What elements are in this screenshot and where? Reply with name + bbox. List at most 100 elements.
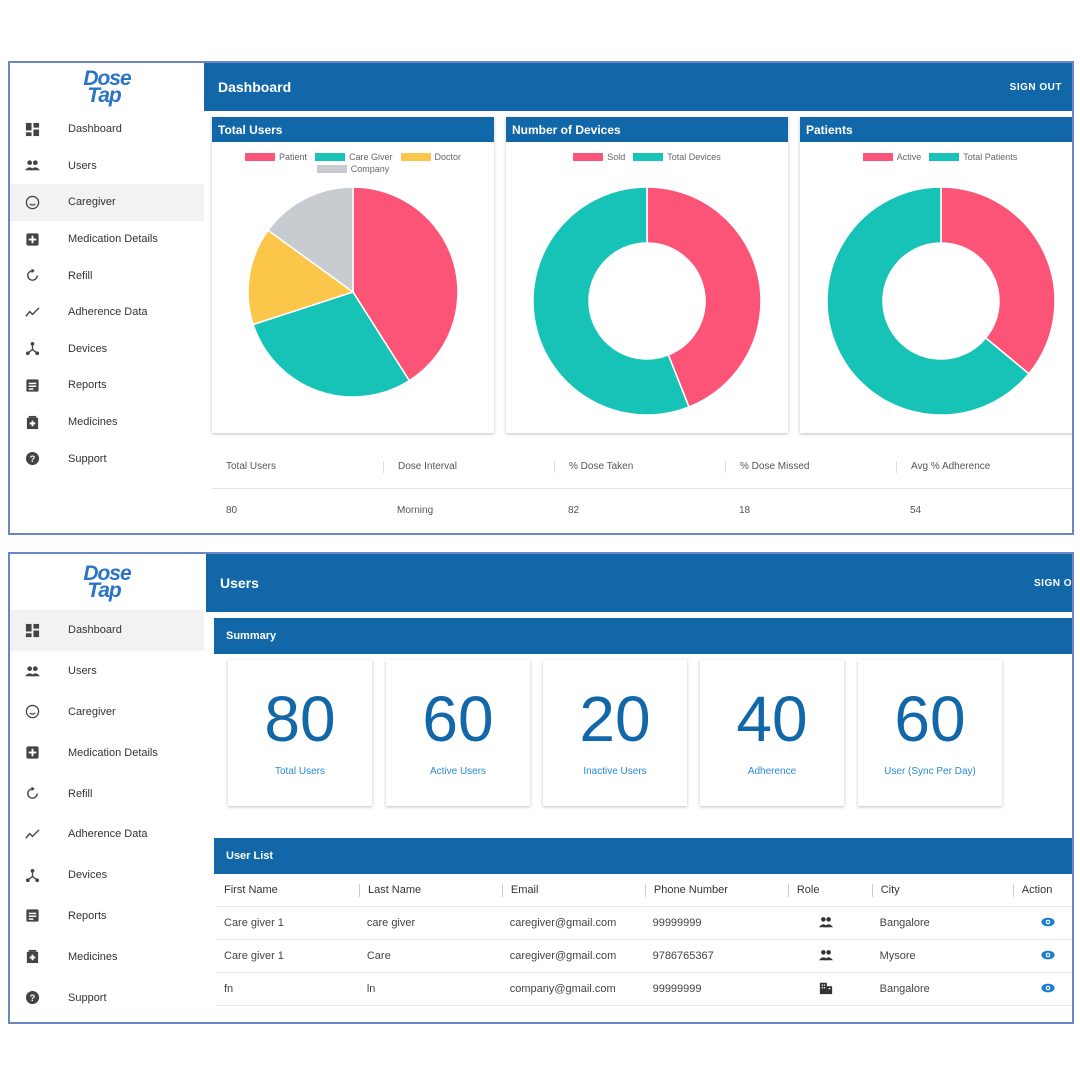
stats-table: Total Users Dose Interval % Dose Taken %… [212, 445, 1072, 533]
sidebar: Dose Tap Dashboard Users Caregiver Medicatio… [10, 63, 204, 533]
legend-item[interactable]: Active [862, 152, 921, 162]
last-name-cell: ln [366, 983, 376, 995]
sidebar-item-label: Reports [68, 379, 107, 392]
chart-legend: Active Total Patients [800, 142, 1072, 162]
slice-sold[interactable] [646, 186, 762, 408]
dosetap-logo[interactable]: Dose Tap [10, 554, 204, 610]
column-header[interactable]: City [871, 883, 1013, 897]
sidebar-item-refill[interactable]: Refill [10, 773, 204, 814]
slice-active[interactable] [940, 186, 1056, 375]
sidebar-item-label: Caregiver [68, 196, 116, 209]
sidebar: Dose Tap Dashboard Users Caregiver Medicatio… [10, 554, 204, 1022]
sidebar-item-label: Adherence Data [68, 828, 148, 841]
column-header[interactable]: Email [501, 883, 645, 897]
sidebar-item-adherence-data[interactable]: Adherence Data [10, 294, 204, 331]
slice-doctor[interactable] [247, 229, 355, 326]
legend-item[interactable]: Sold [573, 152, 625, 162]
sidebar-item-medication-details[interactable]: Medication Details [10, 732, 204, 773]
medicines-icon [24, 949, 40, 965]
sidebar-item-label: Support [68, 991, 107, 1004]
sidebar-item-refill[interactable]: Refill [10, 257, 204, 294]
sidebar-item-caregiver[interactable]: Caregiver [10, 184, 204, 221]
summary-label: Active Users [429, 766, 487, 777]
caregiver-icon [24, 704, 40, 720]
slice-total-devices[interactable] [532, 186, 690, 416]
sidebar-item-caregiver[interactable]: Caregiver [10, 692, 204, 733]
refill-icon [24, 268, 40, 284]
sidebar-item-dashboard[interactable]: Dashboard [10, 610, 204, 651]
logo-line2: Tap [87, 579, 122, 602]
sidebar-item-support[interactable]: ? Support [10, 977, 204, 1018]
legend-item[interactable]: Total Devices [633, 152, 721, 162]
legend-item[interactable]: Company [316, 164, 390, 174]
legend-item[interactable]: Care Giver [315, 152, 393, 162]
summary-label: Inactive Users [583, 766, 647, 777]
legend-item[interactable]: Patient [244, 152, 307, 162]
sidebar-item-dashboard[interactable]: Dashboard [10, 111, 204, 148]
legend-label: Company [350, 164, 390, 174]
first-name-cell: fn [224, 983, 234, 995]
column-header[interactable]: Last Name [358, 883, 502, 897]
sidebar-item-medicines[interactable]: Medicines [10, 404, 204, 441]
medicines-icon [24, 414, 40, 430]
patients-donut-chart [826, 186, 1056, 416]
legend-swatch [633, 153, 664, 161]
column-header[interactable]: First Name [224, 883, 278, 896]
stats-header-cell: Avg % Adherence [896, 460, 1067, 473]
legend-item[interactable]: Total Patients [929, 152, 1017, 162]
eye-icon[interactable] [1013, 915, 1073, 932]
stats-header-row: Total Users Dose Interval % Dose Taken %… [212, 445, 1072, 489]
sidebar-item-label: Users [68, 665, 97, 678]
eye-icon[interactable] [1013, 948, 1073, 965]
phone-cell: 9786765367 [652, 950, 714, 962]
table-row: Care giver 1 Care caregiver@gmail.com 97867… [216, 940, 1072, 973]
refill-icon [24, 786, 40, 802]
svg-text:?: ? [29, 454, 35, 464]
column-header[interactable]: Role [787, 883, 872, 897]
user-table: First Name Last Name Email Phone Number … [216, 874, 1072, 1006]
column-header[interactable]: Phone Number [644, 883, 788, 897]
sidebar-item-label: Dashboard [68, 624, 122, 637]
summary-card-inactive-users: 20 Inactive Users [543, 660, 687, 806]
stats-header-cell: % Dose Taken [554, 460, 725, 473]
logo-line1: Dose [83, 67, 131, 90]
legend-swatch [316, 165, 347, 173]
column-header[interactable]: Action [1012, 883, 1072, 897]
logo-line2: Tap [87, 84, 122, 107]
slice-company[interactable] [267, 187, 354, 294]
sidebar-item-support[interactable]: ? Support [10, 440, 204, 477]
sidebar-item-medication-details[interactable]: Medication Details [10, 221, 204, 258]
dosetap-logo[interactable]: Dose Tap [10, 63, 204, 111]
stats-value-cell: 18 [739, 505, 751, 516]
total-users-card: Total Users Patient Care Giver Doctor Compa… [212, 117, 494, 433]
email-cell: caregiver@gmail.com [509, 917, 617, 929]
sidebar-item-adherence-data[interactable]: Adherence Data [10, 814, 204, 855]
sidebar-item-devices[interactable]: Devices [10, 855, 204, 896]
sidebar-item-label: Support [68, 452, 107, 465]
slice-total-patients[interactable] [826, 186, 1030, 416]
sidebar-item-reports[interactable]: Reports [10, 896, 204, 937]
sidebar-item-devices[interactable]: Devices [10, 331, 204, 368]
eye-icon[interactable] [1013, 981, 1073, 998]
legend-swatch [573, 153, 604, 161]
sign-out-button[interactable]: SIGN OUT [1034, 577, 1072, 589]
sidebar-item-users[interactable]: Users [10, 651, 204, 692]
sidebar-item-medicines[interactable]: Medicines [10, 936, 204, 977]
slice-care-giver[interactable] [252, 291, 411, 398]
user-list-header: User List [214, 838, 1072, 874]
legend-item[interactable]: Doctor [400, 152, 461, 162]
logo-line1: Dose [83, 562, 131, 585]
patients-card: Patients Active Total Patients [800, 117, 1072, 433]
sign-out-button[interactable]: SIGN OUT [1009, 81, 1062, 93]
sidebar-item-label: Medicines [68, 950, 118, 963]
sidebar-item-reports[interactable]: Reports [10, 367, 204, 404]
sidebar-item-label: Medication Details [68, 746, 158, 759]
legend-swatch [400, 153, 431, 161]
sidebar-item-users[interactable]: Users [10, 148, 204, 185]
stats-value-cell: 82 [568, 505, 580, 516]
sidebar-item-label: Medication Details [68, 233, 158, 246]
sidebar-item-label: Devices [68, 342, 108, 355]
users-screen: Dose Tap Dashboard Users Caregiver Medicatio… [8, 552, 1074, 1024]
stats-value-cell: 54 [910, 505, 922, 516]
first-name-cell: Care giver 1 [224, 917, 284, 929]
